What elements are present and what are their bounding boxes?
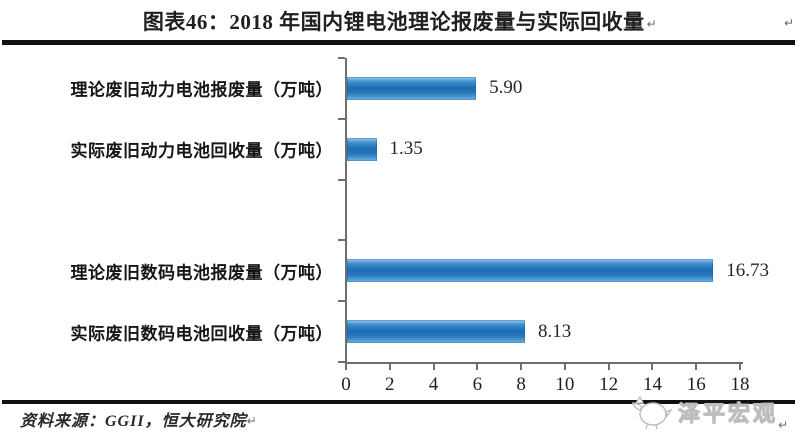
bar-value-label: 8.13 <box>537 320 572 342</box>
bar-value-label: 16.73 <box>726 259 769 281</box>
x-axis-line <box>345 362 743 364</box>
y-axis-tick <box>338 239 345 242</box>
paragraph-return-icon: ↵ <box>777 418 788 432</box>
page-title: 图表46：2018 年国内锂电池理论报废量与实际回收量 <box>142 10 645 34</box>
bar-chart-plot-area: 理论废旧动力电池报废量（万吨） 5.90 实际废旧动力电池回收量（万吨） 1.35 理论… <box>71 57 769 395</box>
category-label: 理论废旧数码电池报废量（万吨） <box>70 263 333 283</box>
top-divider-rule <box>2 40 795 45</box>
y-axis-tick <box>338 300 345 303</box>
category-label: 实际废旧动力电池回收量（万吨） <box>70 141 333 161</box>
x-tick-label: 0 <box>341 374 351 395</box>
x-axis-tick <box>607 364 610 370</box>
source-note-row: 资料来源：GGII，恒大研究院↵ <box>20 407 258 431</box>
x-tick-label: 14 <box>642 374 662 395</box>
bar <box>347 320 525 344</box>
x-tick-label: 2 <box>385 374 395 395</box>
bar <box>347 259 714 283</box>
chart-title-row: 图表46：2018 年国内锂电池理论报废量与实际回收量 ↵ <box>0 6 800 36</box>
x-axis-tick <box>563 364 566 370</box>
x-tick-label: 10 <box>555 374 575 395</box>
x-tick-label: 16 <box>686 374 706 395</box>
paragraph-return-icon: ↵ <box>783 16 794 30</box>
x-tick-label: 8 <box>516 374 526 395</box>
x-tick-label: 18 <box>730 374 750 395</box>
bar-value-label: 5.90 <box>489 77 523 99</box>
x-axis-tick <box>432 364 435 370</box>
x-axis-tick <box>476 364 479 370</box>
y-axis-tick <box>338 178 345 181</box>
x-axis-tick <box>388 364 391 370</box>
y-axis-line <box>345 58 347 364</box>
x-tick-label: 6 <box>472 374 483 395</box>
bar-value-label: 1.35 <box>389 138 423 160</box>
x-axis-tick <box>651 364 654 370</box>
x-axis-tick <box>345 364 347 370</box>
x-tick-label: 12 <box>599 374 619 395</box>
watermark-text: 泽平宏观 <box>677 401 778 427</box>
bar <box>347 137 377 161</box>
paragraph-return-icon: ↵ <box>646 17 658 31</box>
bottom-divider-rule <box>2 400 795 404</box>
bar <box>347 76 477 100</box>
x-tick-label: 4 <box>428 374 439 395</box>
source-text: 资料来源：GGII，恒大研究院 <box>20 413 247 430</box>
brand-bird-icon <box>632 395 672 430</box>
category-label: 实际废旧数码电池回收量（万吨） <box>70 324 333 344</box>
paragraph-return-icon: ↵ <box>246 414 258 428</box>
watermark: 泽平宏观 <box>630 392 778 432</box>
x-axis-tick <box>520 364 523 370</box>
y-axis-tick <box>338 361 345 363</box>
x-axis-tick <box>695 364 698 370</box>
x-axis-tick <box>739 364 741 370</box>
category-label: 理论废旧动力电池报废量（万吨） <box>70 80 333 100</box>
y-axis-tick <box>338 57 345 59</box>
y-axis-tick <box>338 117 345 120</box>
